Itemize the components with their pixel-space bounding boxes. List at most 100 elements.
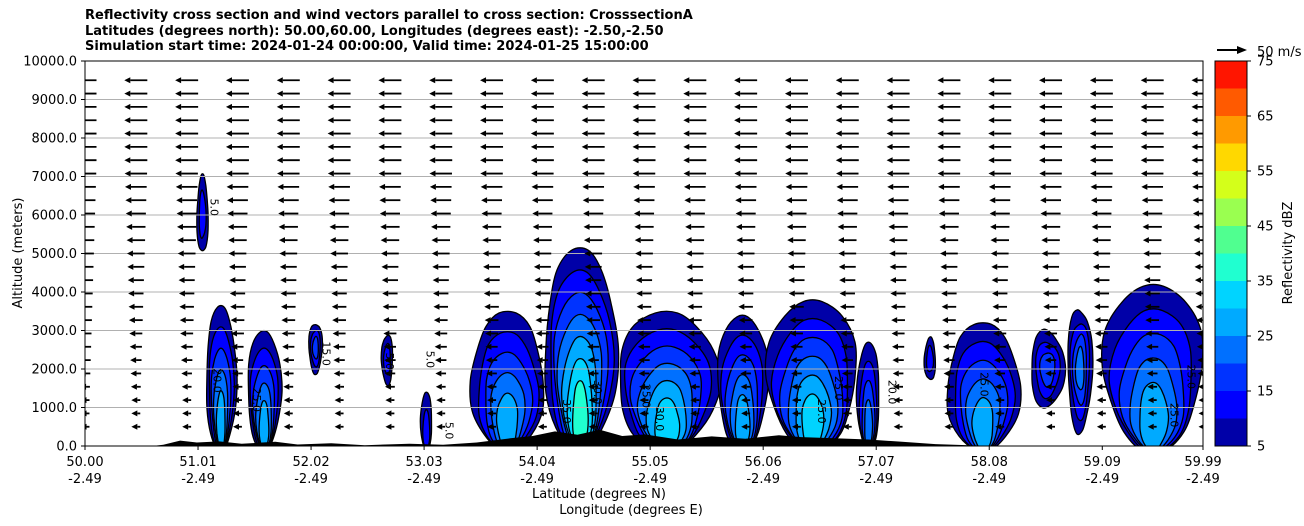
wind-vector: [332, 343, 346, 350]
wind-vector: [530, 103, 554, 110]
wind-vector: [382, 303, 398, 310]
wind-vector: [276, 143, 300, 150]
wind-vector: [384, 357, 396, 364]
wind-vector: [429, 90, 453, 97]
wind-vector: [581, 170, 605, 177]
wind-vector: [226, 170, 249, 177]
wind-vector: [333, 357, 345, 364]
wind-vector: [1046, 397, 1056, 404]
wind-vector: [126, 237, 146, 244]
wind-vector: [182, 423, 192, 430]
wind-vector: [633, 210, 655, 217]
wind-vector: [378, 90, 402, 97]
wind-vector: [1192, 210, 1203, 217]
wind-vector: [436, 397, 446, 404]
wind-vector: [585, 277, 602, 284]
wind-vector: [480, 117, 504, 124]
wind-vector: [227, 210, 248, 217]
wind-vector: [179, 303, 194, 310]
wind-vector: [889, 263, 907, 270]
wind-vector: [683, 103, 707, 110]
wind-vector: [939, 223, 959, 230]
wind-vector: [988, 183, 1011, 190]
wind-vector: [1142, 210, 1163, 217]
wind-vector: [735, 223, 756, 230]
x-tick-label-lon: -2.49: [1186, 472, 1220, 487]
wind-vector: [686, 263, 704, 270]
wind-vector: [1095, 343, 1108, 350]
wind-vector: [331, 303, 347, 310]
y-tick-label: 4000.0: [32, 286, 78, 301]
wind-vector: [1042, 277, 1059, 284]
wind-vector: [937, 143, 961, 150]
wind-vector: [892, 370, 904, 377]
wind-vector: [836, 197, 858, 204]
wind-vector: [1191, 170, 1203, 177]
wind-vector: [791, 383, 802, 390]
wind-vector: [1039, 77, 1063, 84]
wind-vector: [1039, 130, 1063, 137]
wind-vector: [581, 117, 605, 124]
reference-vector-arrow: [1217, 46, 1247, 54]
wind-vector: [384, 383, 395, 390]
wind-vector: [124, 90, 148, 97]
wind-vector: [634, 237, 654, 244]
wind-vector: [431, 250, 450, 257]
wind-vector: [787, 250, 806, 257]
wind-vector: [180, 357, 193, 364]
wind-vector: [1146, 343, 1159, 350]
wind-vector: [334, 410, 344, 417]
wind-vector: [839, 303, 855, 310]
wind-vector: [891, 317, 905, 324]
wind-vector: [587, 357, 599, 364]
wind-vector: [486, 370, 497, 377]
contour-label: 5.0: [383, 353, 396, 371]
wind-vector: [635, 277, 653, 284]
wind-vector: [784, 157, 808, 164]
wind-vector: [378, 170, 402, 177]
wind-vector: [225, 77, 249, 84]
x-tick-label-lon: -2.49: [520, 472, 554, 487]
wind-vector: [85, 185, 96, 188]
wind-vector: [937, 77, 961, 84]
wind-vector: [1039, 157, 1063, 164]
wind-vector: [634, 223, 654, 230]
x-tick-label-lat: 59.99: [1184, 455, 1221, 470]
wind-vector: [487, 423, 497, 430]
wind-vector: [232, 410, 242, 417]
wind-vector: [532, 223, 553, 230]
wind-vector: [1094, 330, 1108, 337]
wind-vector: [1147, 423, 1157, 430]
wind-vector: [734, 117, 758, 124]
wind-vector: [690, 397, 700, 404]
wind-vector: [283, 397, 293, 404]
wind-vector: [838, 250, 857, 257]
wind-vector: [225, 143, 249, 150]
wind-vector: [530, 157, 554, 164]
wind-vector: [327, 170, 351, 177]
wind-vector: [637, 317, 651, 324]
wind-vector: [587, 370, 599, 377]
wind-vector: [433, 317, 448, 324]
wind-vector: [988, 157, 1012, 164]
wind-vector: [587, 343, 600, 350]
wind-vector: [684, 210, 705, 217]
wind-vector: [481, 223, 502, 230]
wind-vector: [990, 250, 1009, 257]
wind-vector: [328, 183, 350, 190]
wind-vector: [685, 237, 705, 244]
wind-vector: [887, 183, 909, 190]
wind-vector: [944, 410, 954, 417]
wind-vector: [840, 330, 854, 337]
wind-vector: [1191, 157, 1203, 164]
wind-vector: [85, 225, 95, 228]
wind-vector: [429, 117, 453, 124]
contour-label: 25.0: [1168, 403, 1181, 428]
wind-vector: [736, 237, 755, 244]
wind-vector: [994, 357, 1006, 364]
wind-vector: [1140, 77, 1164, 84]
wind-vector: [327, 103, 351, 110]
wind-vector: [128, 290, 144, 297]
wind-vector: [483, 277, 500, 284]
wind-vector: [378, 103, 402, 110]
